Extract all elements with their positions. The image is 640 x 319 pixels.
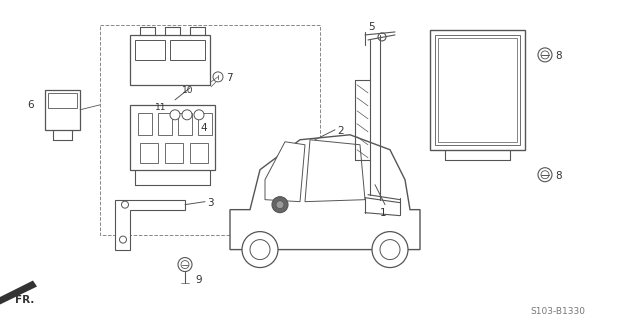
Bar	[158, 113, 172, 135]
Polygon shape	[305, 140, 365, 202]
Circle shape	[272, 197, 288, 213]
Circle shape	[538, 168, 552, 182]
Bar	[165, 143, 183, 163]
Circle shape	[120, 236, 127, 243]
Text: 4: 4	[200, 123, 207, 133]
Bar	[100, 25, 320, 234]
Circle shape	[541, 51, 549, 59]
Text: S103-B1330: S103-B1330	[530, 308, 585, 316]
Circle shape	[178, 257, 192, 271]
Bar	[178, 113, 192, 135]
Text: 8: 8	[555, 51, 562, 61]
Text: 8: 8	[555, 171, 562, 181]
Circle shape	[541, 171, 549, 179]
Circle shape	[122, 201, 129, 208]
Circle shape	[378, 33, 386, 41]
Bar	[130, 105, 215, 170]
Circle shape	[182, 110, 192, 120]
Text: 1: 1	[380, 208, 387, 218]
Text: 5: 5	[368, 22, 374, 32]
Bar	[48, 93, 77, 108]
Polygon shape	[230, 135, 420, 249]
Circle shape	[276, 201, 284, 209]
Text: FR.: FR.	[15, 294, 35, 305]
Text: 9: 9	[195, 275, 202, 285]
Polygon shape	[265, 142, 305, 202]
Text: 10: 10	[182, 86, 193, 95]
Circle shape	[170, 110, 180, 120]
Bar	[190, 143, 208, 163]
Text: 11: 11	[155, 103, 166, 112]
Text: 6: 6	[27, 100, 34, 110]
Bar	[430, 30, 525, 150]
Bar	[170, 40, 205, 60]
Bar	[140, 143, 158, 163]
Circle shape	[250, 240, 270, 260]
Circle shape	[194, 110, 204, 120]
Circle shape	[372, 232, 408, 268]
Bar	[45, 90, 80, 130]
Bar	[135, 40, 165, 60]
Polygon shape	[0, 280, 37, 305]
Polygon shape	[115, 200, 185, 249]
Bar	[438, 38, 517, 142]
Circle shape	[379, 203, 387, 211]
Circle shape	[380, 240, 400, 260]
Circle shape	[181, 261, 189, 269]
Text: 7: 7	[226, 73, 232, 83]
Bar	[130, 35, 210, 85]
Circle shape	[213, 72, 223, 82]
Text: 2: 2	[337, 126, 344, 136]
Bar	[198, 113, 212, 135]
Text: 3: 3	[207, 198, 214, 208]
Bar	[435, 35, 520, 145]
Bar	[138, 113, 152, 135]
Circle shape	[242, 232, 278, 268]
Circle shape	[538, 48, 552, 62]
